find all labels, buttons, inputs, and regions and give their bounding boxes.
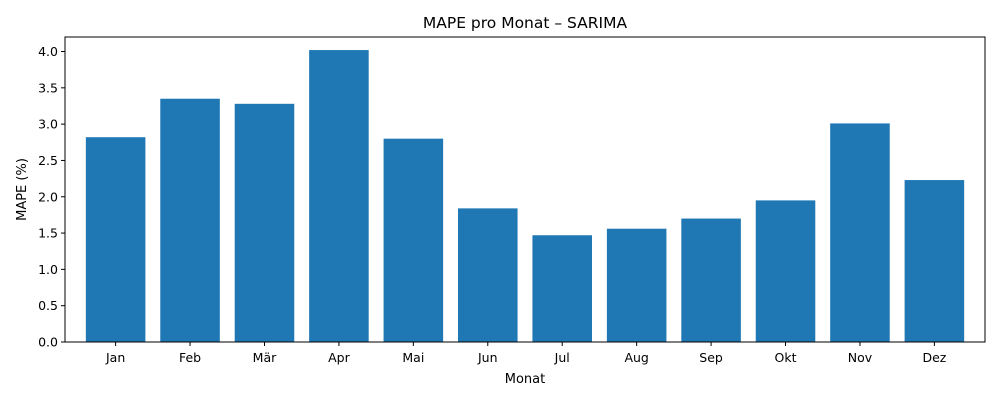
x-axis-ticks: Jan Feb Mär Apr Mai Jun Jul Aug Sep Okt Nov Dez — [105, 342, 947, 365]
y-tick-label: 0.5 — [38, 298, 58, 313]
x-tick-label: Sep — [699, 350, 723, 365]
x-tick-label: Okt — [775, 350, 797, 365]
bar-Feb — [160, 98, 220, 342]
bar-Nov — [830, 123, 890, 342]
bar-Dez — [904, 180, 965, 342]
x-tick-label: Aug — [624, 350, 648, 365]
bar-Okt — [755, 200, 816, 342]
y-tick-label: 3.0 — [38, 117, 58, 132]
y-tick-label: 1.0 — [38, 262, 58, 277]
x-tick-label: Jul — [554, 350, 570, 365]
y-tick-label: 3.5 — [38, 80, 58, 95]
x-tick-label: Feb — [179, 350, 201, 365]
x-axis-label: Monat — [505, 372, 545, 387]
x-tick-label: Apr — [328, 350, 350, 365]
y-tick-label: 4.0 — [38, 44, 58, 59]
bar-Jan — [85, 137, 146, 342]
bar-Jul — [532, 235, 592, 342]
bar-Mär — [234, 103, 295, 342]
axes-spines — [64, 36, 986, 343]
x-tick-label: Nov — [848, 350, 873, 365]
chart-title: MAPE pro Monat – SARIMA — [423, 14, 628, 32]
y-tick-label: 0.0 — [38, 335, 58, 350]
bar-Mai — [383, 138, 444, 342]
y-axis-label: MAPE (%) — [15, 158, 30, 221]
bar-Apr — [309, 50, 369, 342]
bar-series — [85, 50, 965, 342]
bar-Sep — [681, 218, 741, 342]
bar-Jun — [458, 208, 518, 342]
y-tick-label: 2.5 — [38, 153, 58, 168]
y-tick-label: 2.0 — [38, 189, 58, 204]
y-axis-ticks: 0.0 0.5 1.0 1.5 2.0 2.5 3.0 3.5 4.0 — [38, 44, 65, 350]
x-tick-label: Dez — [922, 350, 946, 365]
x-tick-label: Mai — [402, 350, 424, 365]
x-tick-label: Jan — [105, 350, 125, 365]
bar-Aug — [606, 228, 667, 342]
x-tick-label: Jun — [477, 350, 498, 365]
y-tick-label: 1.5 — [38, 226, 58, 241]
x-tick-label: Mär — [253, 350, 277, 365]
